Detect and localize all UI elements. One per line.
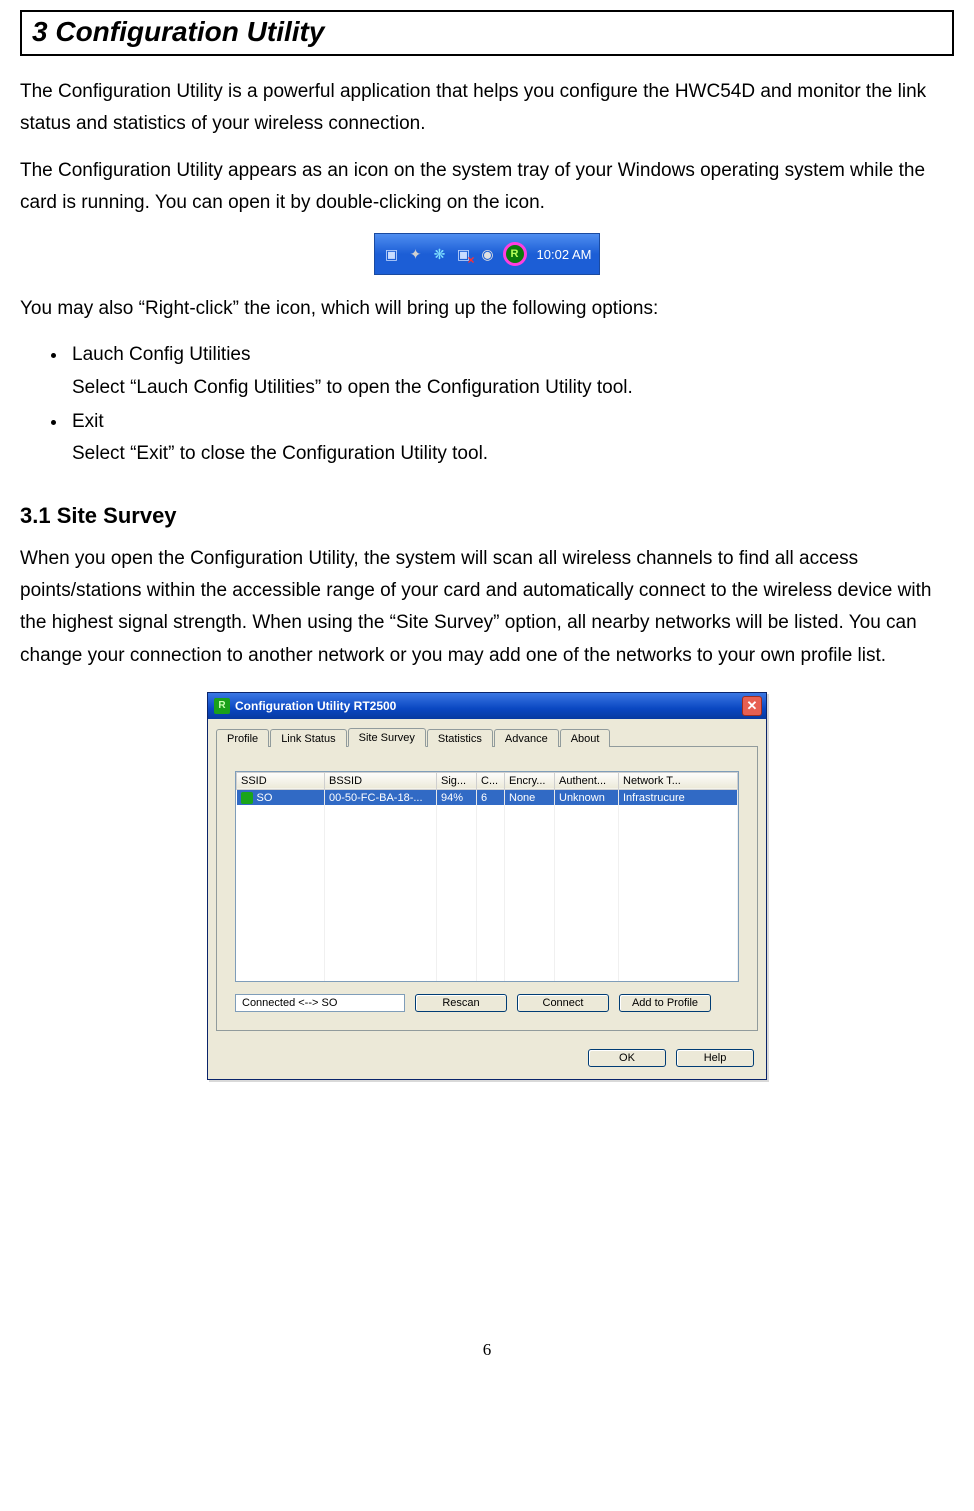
empty-row [237,901,738,917]
network-listview[interactable]: SSID BSSID Sig... C... Encry... Authent.… [235,771,739,983]
empty-row [237,949,738,965]
empty-row [237,821,738,837]
close-button[interactable]: ✕ [742,696,762,716]
listview-header[interactable]: SSID BSSID Sig... C... Encry... Authent.… [237,772,738,789]
paragraph-intro-1: The Configuration Utility is a powerful … [20,76,954,141]
tab-link-status[interactable]: Link Status [270,729,346,747]
connection-status: Connected <--> SO [235,994,405,1012]
option-launch-desc: Select “Lauch Config Utilities” to open … [72,372,954,404]
empty-row [237,805,738,821]
network-row-selected[interactable]: SO 00-50-FC-BA-18-... 94% 6 None Unknown… [237,789,738,805]
option-exit-desc: Select “Exit” to close the Configuration… [72,438,954,470]
paragraph-intro-2: The Configuration Utility appears as an … [20,155,954,220]
chapter-title-box: 3 Configuration Utility [20,10,954,56]
col-encryption[interactable]: Encry... [505,772,555,789]
col-bssid[interactable]: BSSID [325,772,437,789]
dialog-button-row: OK Help [208,1039,766,1079]
cell-encryption: None [505,789,555,805]
clock-text: 10:02 AM [537,247,592,262]
cell-bssid: 00-50-FC-BA-18-... [325,789,437,805]
cell-ssid: SO [257,792,273,804]
tab-about[interactable]: About [560,729,611,747]
window-icon: R [214,698,230,714]
empty-row [237,885,738,901]
device-icon[interactable]: ✦ [407,245,425,263]
empty-row [237,917,738,933]
config-window-figure: R Configuration Utility RT2500 ✕ Profile… [20,692,954,1081]
col-channel[interactable]: C... [477,772,505,789]
tab-statistics[interactable]: Statistics [427,729,493,747]
systray-figure: ▣ ✦ ❋ ▣ ◉ R 10:02 AM [20,233,954,275]
empty-row [237,837,738,853]
tab-strip: Profile Link Status Site Survey Statisti… [216,727,758,747]
globe-icon[interactable]: ❋ [431,245,449,263]
empty-row [237,853,738,869]
tab-profile[interactable]: Profile [216,729,269,747]
close-icon: ✕ [747,698,758,714]
actions-row: Connected <--> SO Rescan Connect Add to … [235,994,739,1012]
option-launch-title: Lauch Config Utilities [72,339,954,371]
chapter-title: 3 Configuration Utility [32,16,942,48]
system-tray: ▣ ✦ ❋ ▣ ◉ R 10:02 AM [374,233,601,275]
option-exit-title: Exit [72,406,954,438]
config-utility-window: R Configuration Utility RT2500 ✕ Profile… [207,692,767,1081]
col-signal[interactable]: Sig... [437,772,477,789]
col-ssid[interactable]: SSID [237,772,325,789]
context-menu-options-list: Lauch Config Utilities Select “Lauch Con… [20,339,954,470]
tab-advance[interactable]: Advance [494,729,559,747]
help-button[interactable]: Help [676,1049,754,1067]
ok-button[interactable]: OK [588,1049,666,1067]
empty-row [237,869,738,885]
tab-site-survey[interactable]: Site Survey [348,728,426,747]
page-number: 6 [20,1340,954,1360]
window-titlebar: R Configuration Utility RT2500 ✕ [208,693,766,719]
cell-channel: 6 [477,789,505,805]
network-icon[interactable]: ▣ [383,245,401,263]
site-survey-panel: SSID BSSID Sig... C... Encry... Authent.… [216,747,758,1032]
col-network-type[interactable]: Network T... [619,772,738,789]
cell-auth: Unknown [555,789,619,805]
window-title: Configuration Utility RT2500 [235,699,396,713]
signal-icon [241,792,253,804]
connect-button[interactable]: Connect [517,994,609,1012]
empty-row [237,965,738,981]
empty-row [237,933,738,949]
add-to-profile-button[interactable]: Add to Profile [619,994,711,1012]
cell-signal: 94% [437,789,477,805]
config-utility-tray-icon[interactable]: R [503,242,527,266]
cell-network-type: Infrastrucure [619,789,738,805]
paragraph-rightclick: You may also “Right-click” the icon, whi… [20,293,954,325]
rescan-button[interactable]: Rescan [415,994,507,1012]
listview-body: SO 00-50-FC-BA-18-... 94% 6 None Unknown… [237,789,738,981]
network-disconnected-icon[interactable]: ▣ [455,245,473,263]
volume-icon[interactable]: ◉ [479,245,497,263]
paragraph-site-survey: When you open the Configuration Utility,… [20,543,954,672]
section-heading-site-survey: 3.1 Site Survey [20,503,954,529]
col-auth[interactable]: Authent... [555,772,619,789]
